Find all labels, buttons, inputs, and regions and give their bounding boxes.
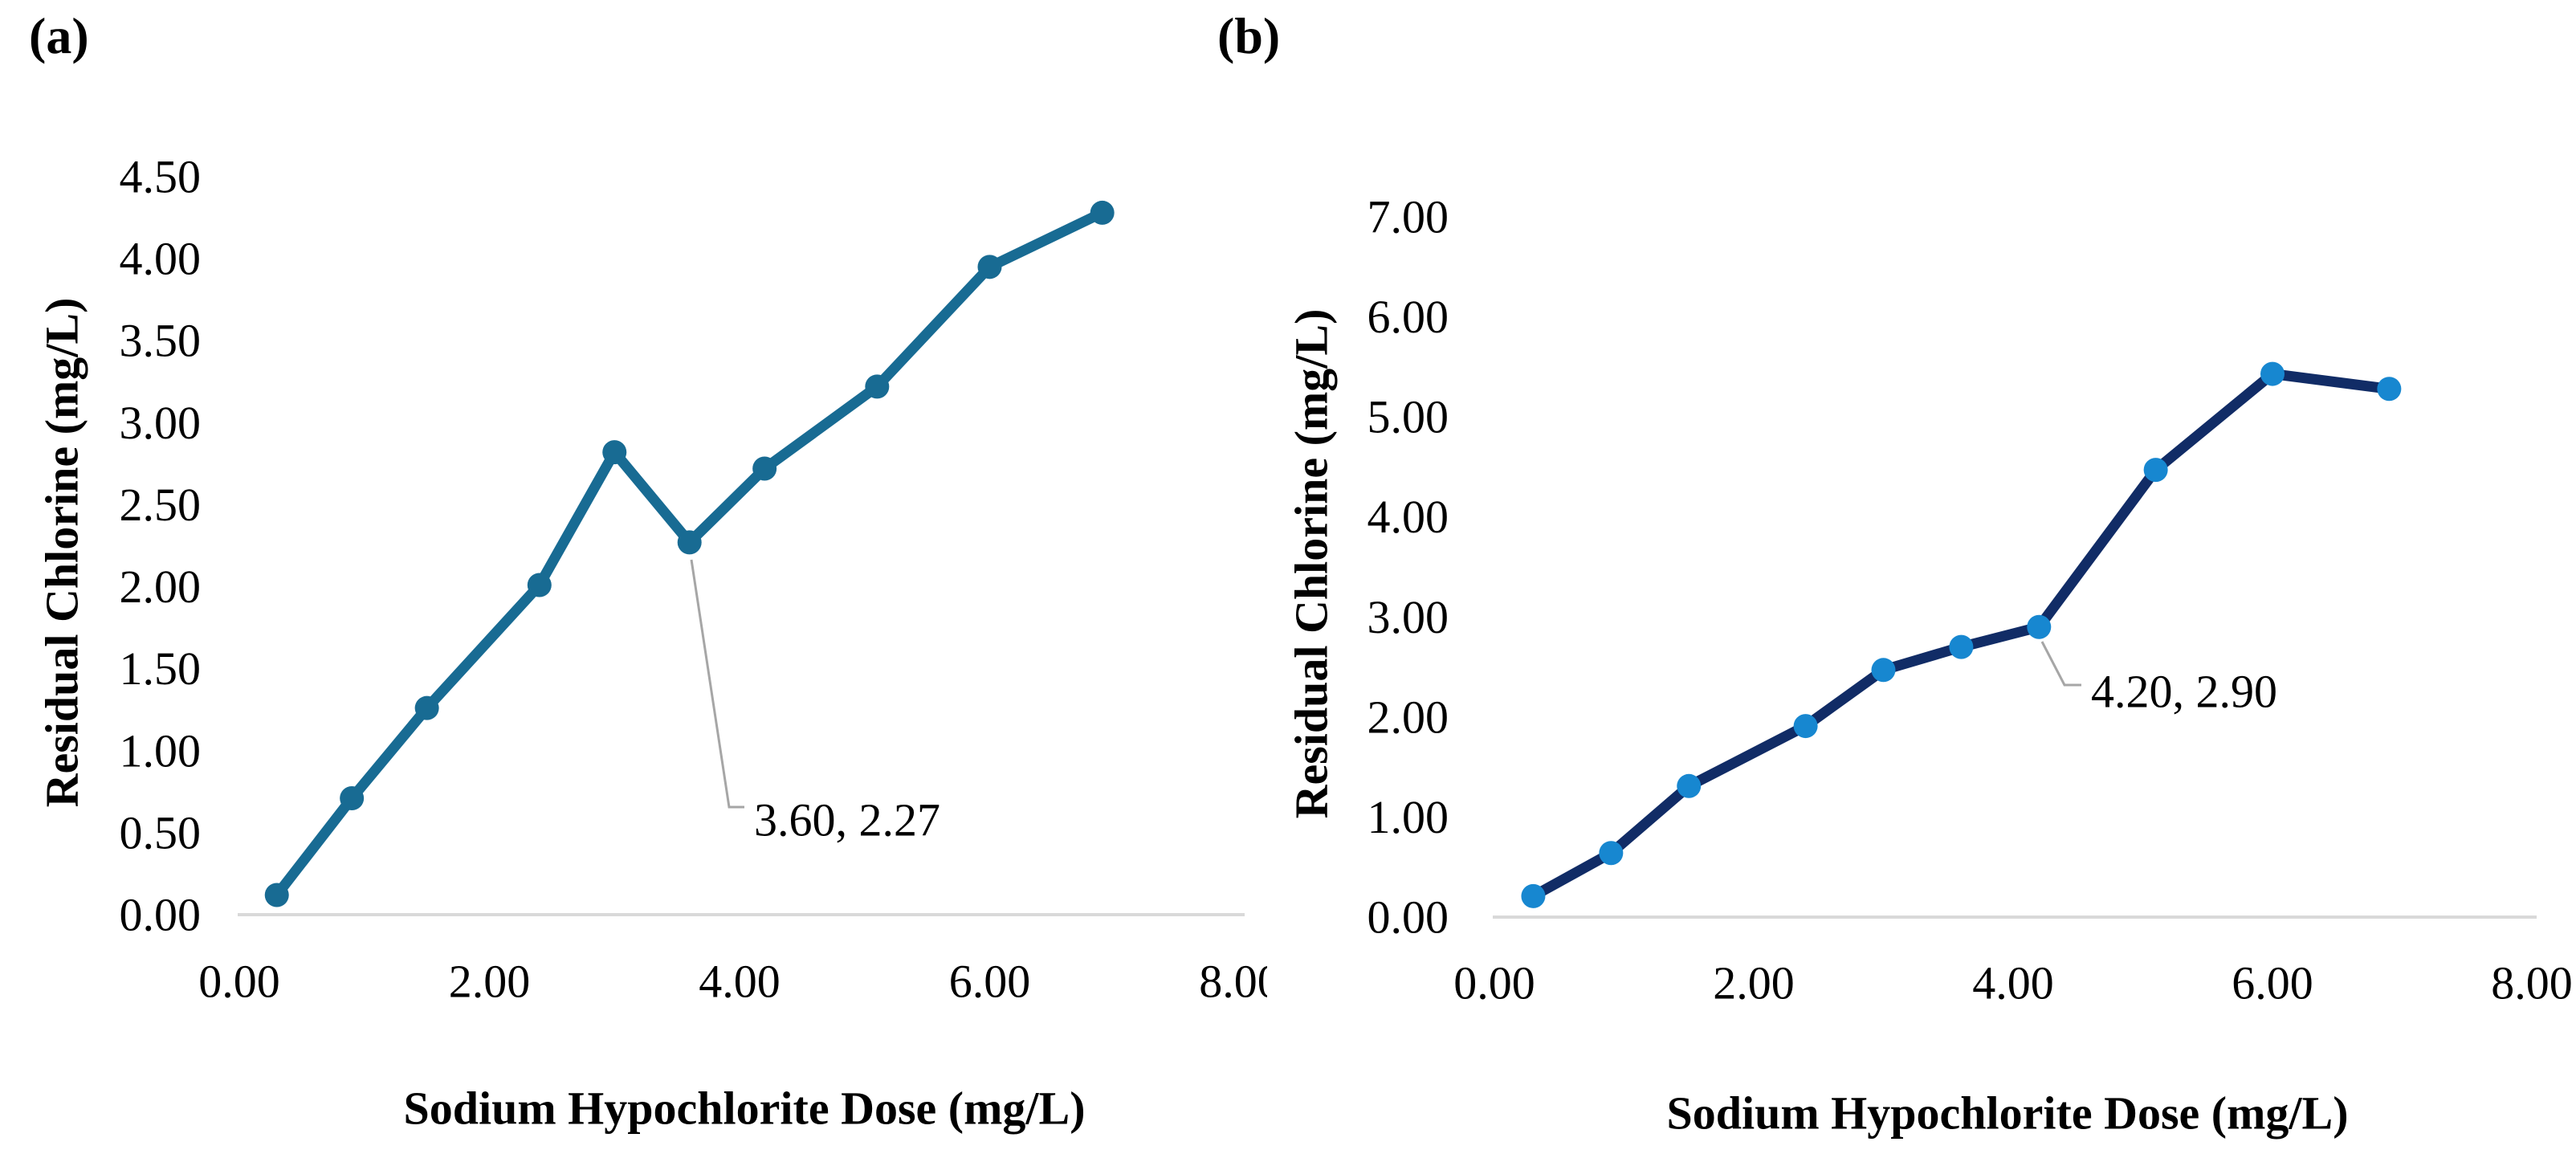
panel-b-y-tick-label: 2.00 bbox=[1367, 691, 1449, 743]
panel-b-data-point-marker bbox=[1871, 658, 1896, 683]
panel-b-x-tick-label: 0.00 bbox=[1453, 957, 1535, 1009]
panel-b-x-tick-label: 6.00 bbox=[2232, 957, 2313, 1009]
panel-a-y-tick-label: 1.50 bbox=[120, 642, 202, 695]
panel-a-data-point-marker bbox=[865, 374, 890, 399]
panel-b-label: (b) bbox=[1217, 7, 1281, 64]
panel-b-data-point-marker bbox=[1521, 883, 1546, 908]
panel-a-x-tick-label: 0.00 bbox=[198, 956, 280, 1008]
panel-a-x-tick-label: 6.00 bbox=[949, 956, 1031, 1008]
panel-b-y-tick-label: 0.00 bbox=[1367, 891, 1449, 944]
panel-a-x-tick-label: 2.00 bbox=[449, 956, 531, 1008]
panel-b-annotation-label: 4.20, 2.90 bbox=[2091, 666, 2277, 718]
panel-a-y-tick-label: 4.50 bbox=[120, 151, 202, 203]
panel-b-x-tick-label: 2.00 bbox=[1713, 957, 1795, 1009]
panel-b-y-tick-label: 6.00 bbox=[1367, 291, 1449, 343]
panel-a-data-point-marker bbox=[977, 255, 1002, 279]
panel-b-x-tick-label: 8.00 bbox=[2491, 957, 2573, 1009]
panel-b-data-point-marker bbox=[1599, 841, 1624, 866]
panel-a-y-tick-label: 2.50 bbox=[120, 479, 202, 531]
panel-b-data-point-marker bbox=[1793, 714, 1818, 739]
panel-a-y-tick-label: 0.00 bbox=[120, 889, 202, 941]
panel-a-y-axis-title: Residual Chlorine (mg/L) bbox=[35, 297, 88, 808]
panel-b-y-tick-label: 4.00 bbox=[1367, 491, 1449, 543]
panel-b-data-point-marker bbox=[2260, 361, 2285, 386]
panel-a-y-tick-label: 2.00 bbox=[120, 561, 202, 613]
panel-a-edge-clip-patch bbox=[1267, 949, 1299, 1017]
panel-a-data-line bbox=[271, 207, 1108, 900]
panel-b-y-tick-label: 3.00 bbox=[1367, 591, 1449, 643]
panel-b-data-point-marker bbox=[1949, 634, 1974, 659]
panel-a-y-tick-label: 3.50 bbox=[120, 315, 202, 367]
panel-a-data-point-marker bbox=[340, 786, 365, 811]
panel-b-data-point-marker bbox=[2027, 614, 2052, 639]
panel-b-data-point-marker bbox=[2143, 458, 2168, 483]
panel-b-x-axis-title: Sodium Hypochlorite Dose (mg/L) bbox=[1666, 1087, 2349, 1140]
panel-b-annotation-leader-line bbox=[2040, 641, 2081, 687]
panel-a-y-tick-label: 0.50 bbox=[120, 806, 202, 858]
panel-b-y-tick-label: 7.00 bbox=[1367, 191, 1449, 243]
panel-a-data-point-marker bbox=[527, 573, 552, 597]
panel-b-y-tick-label: 1.00 bbox=[1367, 791, 1449, 843]
panel-b-y-tick-label: 5.00 bbox=[1367, 391, 1449, 443]
panel-a-data-point-marker bbox=[677, 530, 702, 555]
panel-a-data-point-marker bbox=[264, 883, 289, 907]
panel-a-data-point-marker bbox=[602, 440, 627, 465]
panel-a-y-tick-label: 4.00 bbox=[120, 233, 202, 285]
panel-a-annotation-label: 3.60, 2.27 bbox=[754, 794, 940, 846]
panel-b-data-point-marker bbox=[1677, 773, 1702, 798]
panel-a-data-point-marker bbox=[1090, 200, 1115, 225]
panel-a-y-tick-label: 3.00 bbox=[120, 397, 202, 449]
panel-a-y-tick-label: 1.00 bbox=[120, 724, 202, 777]
panel-a-x-axis-title: Sodium Hypochlorite Dose (mg/L) bbox=[403, 1082, 1086, 1135]
panel-a-data-point-marker bbox=[752, 456, 777, 481]
panel-a-x-tick-label: 4.00 bbox=[699, 956, 781, 1008]
panel-a-annotation-leader-line bbox=[690, 559, 744, 809]
panel-b-data-line bbox=[1527, 369, 2395, 902]
panel-b-x-tick-label: 4.00 bbox=[1972, 957, 2054, 1009]
panel-a-x-tick-label: 8.00 bbox=[1199, 956, 1281, 1008]
panel-b-data-point-marker bbox=[2377, 377, 2402, 402]
panel-a-label: (a) bbox=[29, 7, 89, 64]
panel-a-data-point-marker bbox=[414, 695, 439, 720]
panel-b-y-axis-title: Residual Chlorine (mg/L) bbox=[1285, 308, 1338, 819]
